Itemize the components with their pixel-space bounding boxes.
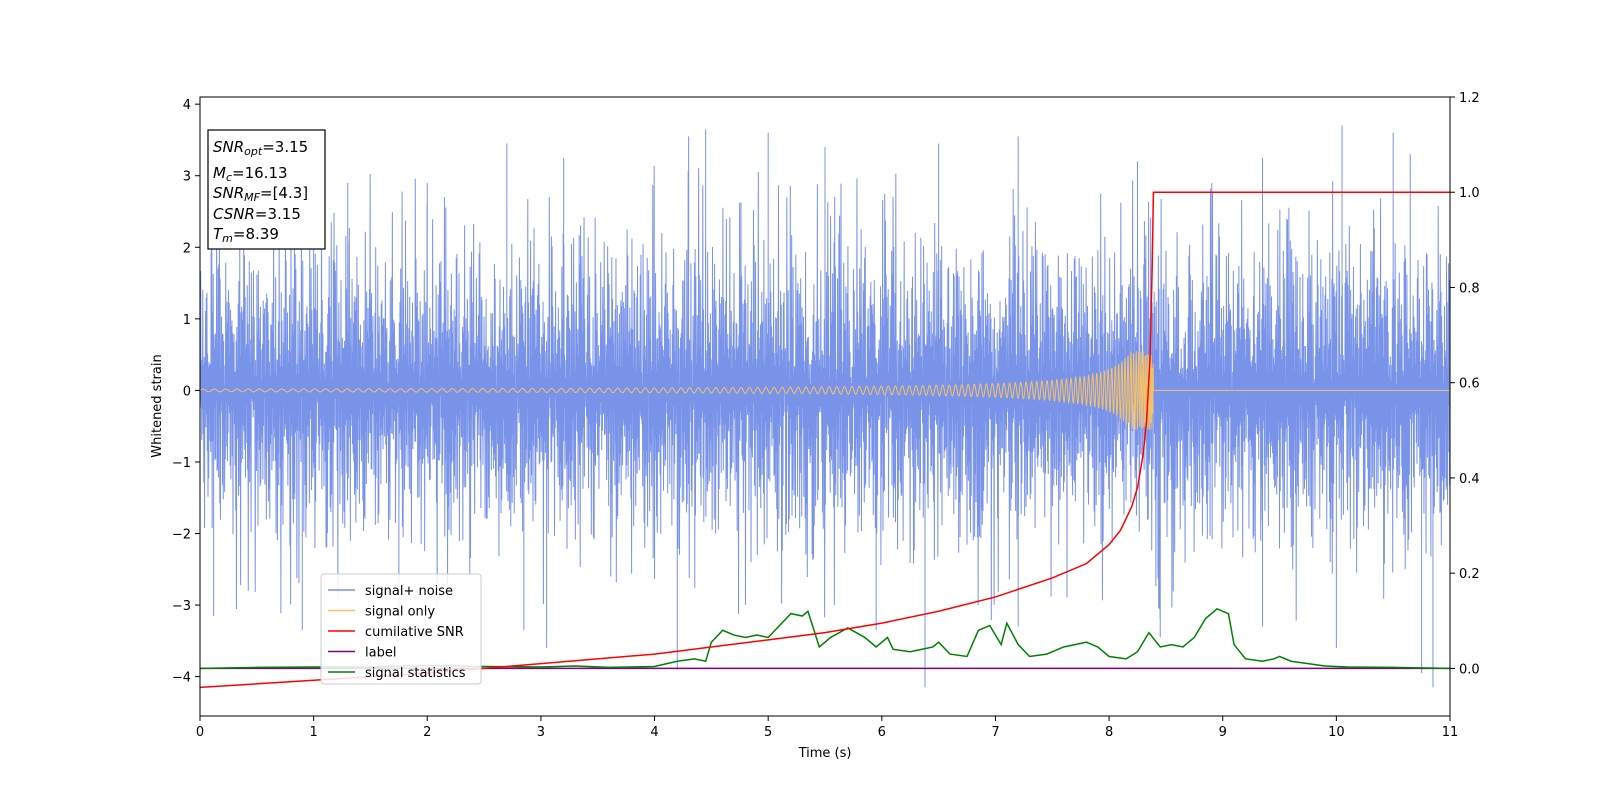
x-tick-label: 10 bbox=[1328, 725, 1345, 740]
y-right-tick-label: 0.6 bbox=[1459, 377, 1480, 392]
series-line-signal-noise bbox=[200, 125, 1450, 688]
legend: signal+ noise signal only cumilative SNR la… bbox=[320, 573, 482, 685]
plot-frame bbox=[199, 96, 1451, 717]
legend-label: signal statistics bbox=[365, 666, 466, 681]
series-line-signal-only bbox=[200, 351, 1450, 430]
y-left-tick-label: 0 bbox=[183, 384, 191, 399]
x-tick-label: 0 bbox=[196, 725, 204, 740]
annotation-snr-opt: SNRopt=3.15 bbox=[213, 138, 308, 158]
y-axis-right: 1.2 1.0 0.8 0.6 0.4 0.2 0.0 bbox=[1450, 91, 1480, 677]
y-right-tick-label: 1.0 bbox=[1459, 186, 1480, 201]
y-right-tick-label: 0.0 bbox=[1459, 662, 1480, 677]
annotation-mc: Mc=16.13 bbox=[213, 164, 288, 184]
legend-label: cumilative SNR bbox=[365, 625, 464, 640]
x-tick-label: 11 bbox=[1442, 725, 1459, 740]
y-axis-left: 4 3 2 1 0 −1 −2 −3 −4 bbox=[172, 98, 200, 686]
y-left-tick-label: 1 bbox=[183, 313, 191, 328]
x-axis-label: Time (s) bbox=[798, 746, 852, 761]
x-tick-label: 9 bbox=[1219, 725, 1227, 740]
y-left-tick-label: −3 bbox=[172, 599, 191, 614]
x-axis: 0 1 2 3 4 5 6 7 8 9 10 11 bbox=[196, 716, 1458, 740]
x-tick-label: 4 bbox=[650, 725, 658, 740]
y-left-tick-label: −1 bbox=[172, 456, 191, 471]
stats-annotation-box: SNRopt=3.15 Mc=16.13 SNRMF=[4.3] CSNR=3.… bbox=[207, 129, 326, 250]
x-tick-label: 6 bbox=[878, 725, 886, 740]
series-line-cumulative-snr bbox=[200, 191, 1450, 689]
y-axis-label: Whitened strain bbox=[150, 354, 165, 457]
x-tick-label: 7 bbox=[991, 725, 999, 740]
legend-label: label bbox=[365, 646, 396, 661]
y-left-tick-label: 2 bbox=[183, 241, 191, 256]
y-right-tick-label: 0.8 bbox=[1459, 281, 1480, 296]
y-left-tick-label: −4 bbox=[172, 671, 191, 686]
legend-label: signal+ noise bbox=[365, 584, 453, 599]
y-right-tick-label: 1.2 bbox=[1459, 91, 1480, 106]
annotation-csnr: CSNR=3.15 bbox=[213, 205, 301, 223]
x-tick-label: 3 bbox=[537, 725, 545, 740]
legend-label: signal only bbox=[365, 605, 435, 620]
y-right-tick-label: 0.4 bbox=[1459, 472, 1480, 487]
annotation-tm: Tm=8.39 bbox=[213, 225, 279, 245]
x-tick-label: 5 bbox=[764, 725, 772, 740]
x-tick-label: 8 bbox=[1105, 725, 1113, 740]
series-line-signal-statistics bbox=[200, 608, 1450, 670]
x-tick-label: 1 bbox=[309, 725, 317, 740]
annotation-snr-mf: SNRMF=[4.3] bbox=[213, 184, 308, 204]
y-right-tick-label: 0.2 bbox=[1459, 567, 1480, 582]
y-left-tick-label: 4 bbox=[183, 98, 191, 113]
y-left-tick-label: 3 bbox=[183, 170, 191, 185]
y-left-tick-label: −2 bbox=[172, 528, 191, 543]
x-tick-label: 2 bbox=[423, 725, 431, 740]
